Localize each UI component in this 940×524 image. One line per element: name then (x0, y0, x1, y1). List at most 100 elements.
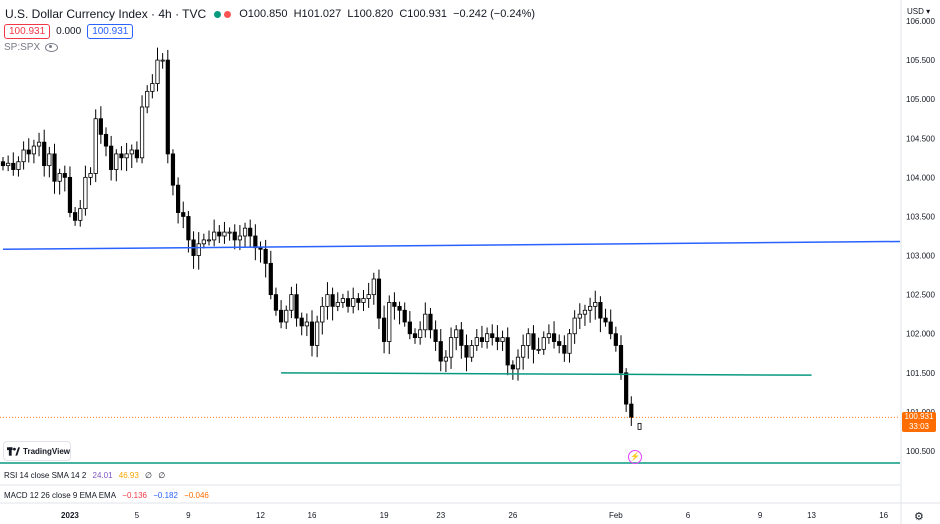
candle-body[interactable] (418, 329, 423, 339)
candle-body[interactable] (26, 149, 31, 155)
candle-body[interactable] (505, 337, 510, 366)
candle-body[interactable] (98, 118, 103, 135)
candle-body[interactable] (227, 231, 232, 234)
candle-body[interactable] (139, 106, 145, 159)
macd-legend[interactable]: MACD 12 26 close 9 EMA EMA −0.136 −0.182… (4, 491, 213, 500)
candle-body[interactable] (253, 235, 258, 249)
candle-body[interactable] (284, 309, 289, 323)
candle-body[interactable] (371, 278, 376, 296)
candle-body[interactable] (11, 162, 16, 170)
candle-body[interactable] (289, 294, 294, 311)
candle-body[interactable] (160, 59, 165, 62)
candle-body[interactable] (577, 313, 582, 319)
candle-body[interactable] (474, 337, 479, 346)
candle-body[interactable] (407, 321, 412, 335)
candle-body[interactable] (73, 212, 78, 221)
candle-body[interactable] (330, 294, 335, 307)
bid-price[interactable]: 100.931 (4, 24, 51, 39)
candle-body[interactable] (52, 153, 57, 182)
candle-body[interactable] (299, 317, 304, 327)
currency-label[interactable]: USD ▾ (907, 7, 931, 16)
candle-body[interactable] (412, 333, 418, 339)
candle-body[interactable] (83, 176, 88, 210)
candle-body[interactable] (134, 149, 139, 159)
candle-body[interactable] (165, 59, 170, 155)
candle-body[interactable] (6, 162, 11, 167)
candle-body[interactable] (345, 298, 351, 307)
candle-body[interactable] (273, 294, 279, 311)
candle-body[interactable] (598, 302, 603, 319)
settings-gear-icon[interactable]: ⚙ (914, 511, 924, 523)
candle-body[interactable] (381, 317, 387, 342)
candle-body[interactable] (47, 153, 52, 167)
candle-body[interactable] (541, 337, 546, 350)
candle-body[interactable] (212, 231, 217, 241)
candle-body[interactable] (526, 333, 531, 346)
candle-body[interactable] (304, 321, 309, 327)
candle-body[interactable] (443, 356, 449, 362)
candle-body[interactable] (217, 231, 222, 237)
candle-body[interactable] (78, 208, 83, 221)
flash-event-icon[interactable]: ⚡ (628, 450, 642, 464)
candle-body[interactable] (42, 141, 47, 167)
compare-label[interactable]: SP:SPX (4, 42, 41, 53)
candle-body[interactable] (479, 337, 485, 342)
candle-body[interactable] (618, 345, 624, 374)
candle-body[interactable] (31, 145, 37, 155)
candle-body[interactable] (248, 227, 253, 237)
candle-body[interactable] (263, 248, 268, 264)
candle-body[interactable] (0, 161, 6, 167)
candle-body[interactable] (428, 313, 433, 331)
candle-body[interactable] (114, 153, 119, 170)
candle-body[interactable] (603, 317, 608, 323)
candle-body[interactable] (536, 348, 541, 351)
candle-body[interactable] (340, 298, 346, 303)
candle-body[interactable] (593, 302, 598, 307)
candle-body[interactable] (490, 333, 495, 339)
candle-body[interactable] (103, 133, 109, 147)
candle-body[interactable] (150, 83, 155, 92)
candle-body[interactable] (459, 329, 464, 346)
support-line[interactable] (281, 372, 812, 376)
candle-body[interactable] (201, 239, 206, 245)
candle-body[interactable] (387, 302, 392, 342)
candle-body[interactable] (531, 333, 536, 350)
candle-body[interactable] (242, 227, 248, 237)
candle-body[interactable] (119, 153, 124, 159)
candle-body[interactable] (397, 305, 402, 311)
candle-body[interactable] (237, 235, 242, 241)
candle-body[interactable] (500, 337, 505, 342)
candle-body[interactable] (356, 298, 361, 303)
ask-price[interactable]: 100.931 (87, 24, 134, 39)
candle-body[interactable] (196, 243, 201, 256)
candle-body[interactable] (521, 345, 526, 358)
candle-body[interactable] (325, 294, 330, 307)
candle-body[interactable] (36, 141, 42, 147)
trendline[interactable] (2, 240, 901, 251)
candle-body[interactable] (206, 239, 212, 242)
candle-body[interactable] (315, 321, 320, 346)
candle-body[interactable] (588, 305, 593, 311)
candle-body[interactable] (402, 309, 407, 323)
candle-body[interactable] (62, 173, 67, 178)
candle-body[interactable] (608, 321, 613, 335)
candle-body[interactable] (186, 216, 191, 241)
symbol-title[interactable]: U.S. Dollar Currency Index · 4h · TVC (5, 7, 207, 21)
candle-body[interactable] (294, 294, 299, 319)
candle-body[interactable] (582, 309, 588, 315)
candle-body[interactable] (433, 329, 438, 342)
candle-body[interactable] (613, 333, 618, 346)
candle-body[interactable] (175, 184, 181, 213)
candle-body[interactable] (438, 341, 443, 362)
candle-body[interactable] (624, 372, 629, 405)
candle-body[interactable] (546, 333, 552, 339)
candle-body[interactable] (129, 149, 134, 155)
candle-body[interactable] (361, 298, 366, 303)
rsi-legend[interactable]: RSI 14 close SMA 14 2 24.01 46.93 ∅ ∅ (4, 471, 169, 480)
candle-body[interactable] (320, 305, 325, 323)
candle-body[interactable] (170, 153, 176, 186)
candle-body[interactable] (57, 173, 62, 182)
visibility-icon[interactable] (45, 43, 59, 52)
candle-body[interactable] (335, 302, 340, 307)
candle-body[interactable] (145, 90, 150, 108)
